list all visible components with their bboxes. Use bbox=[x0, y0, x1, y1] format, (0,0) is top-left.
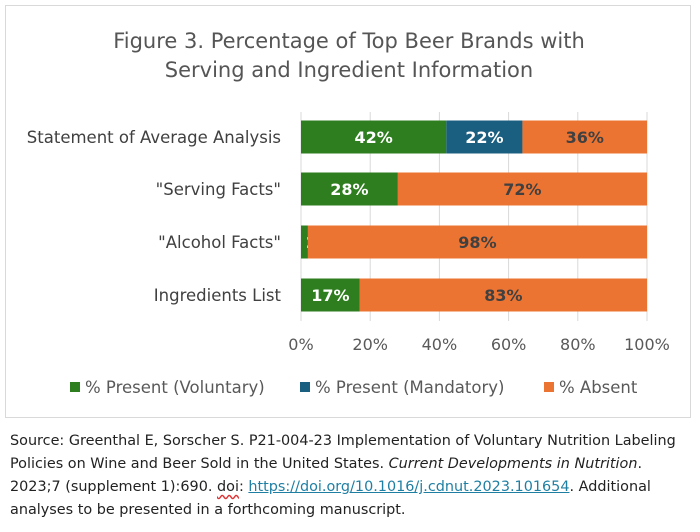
bar-segment bbox=[301, 225, 308, 259]
legend-label: % Present (Mandatory) bbox=[315, 378, 504, 397]
category-label: Ingredients List bbox=[154, 286, 282, 305]
x-tick-label: 80% bbox=[560, 335, 596, 354]
category-label: "Alcohol Facts" bbox=[158, 233, 281, 252]
data-label: 36% bbox=[566, 128, 604, 147]
data-label: 42% bbox=[355, 128, 393, 147]
legend-swatch bbox=[544, 382, 554, 392]
source-note: Source: Greenthal E, Sorscher S. P21-004… bbox=[10, 430, 694, 522]
bar-segment bbox=[301, 120, 447, 154]
data-label: 72% bbox=[503, 180, 541, 199]
x-tick-label: 60% bbox=[491, 335, 527, 354]
stacked-bar-chart: Figure 3. Percentage of Top Beer Brands … bbox=[27, 29, 670, 397]
category-label: Statement of Average Analysis bbox=[27, 128, 281, 147]
bar-segment bbox=[446, 120, 523, 154]
source-prefix: Source: Greenthal E, Sorscher S. P21-004… bbox=[10, 433, 676, 472]
doi-link[interactable]: https://doi.org/10.1016/j.cdnut.2023.101… bbox=[248, 479, 570, 495]
chart-frame: Figure 3. Percentage of Top Beer Brands … bbox=[5, 5, 691, 418]
bar-segment bbox=[522, 120, 647, 154]
x-tick-label: 100% bbox=[624, 335, 670, 354]
chart-title-line2: Serving and Ingredient Information bbox=[165, 58, 533, 82]
x-tick-label: 0% bbox=[288, 335, 313, 354]
source-middle: . 2023;7 (supplement 1):690. bbox=[10, 456, 643, 495]
legend-label: % Absent bbox=[559, 378, 638, 397]
bar-segment bbox=[301, 278, 360, 312]
source-suffix: . Additional analyses to be presented in… bbox=[10, 479, 651, 518]
bar-segment bbox=[301, 172, 398, 206]
legend-label: % Present (Voluntary) bbox=[85, 378, 265, 397]
legend-swatch bbox=[70, 382, 80, 392]
x-tick-label: 40% bbox=[422, 335, 458, 354]
doi-colon: : bbox=[238, 479, 249, 495]
bar-segment bbox=[307, 225, 647, 259]
category-label: "Serving Facts" bbox=[156, 180, 281, 199]
data-label: 83% bbox=[484, 286, 522, 305]
data-label: 22% bbox=[465, 128, 503, 147]
bar-segment bbox=[397, 172, 647, 206]
data-label: 17% bbox=[311, 286, 349, 305]
journal-name: Current Developments in Nutrition bbox=[388, 456, 638, 472]
chart-title-line1: Figure 3. Percentage of Top Beer Brands … bbox=[113, 29, 585, 53]
doi-label: doi bbox=[217, 479, 239, 495]
legend-swatch bbox=[300, 382, 310, 392]
bar-segment bbox=[359, 278, 647, 312]
data-label: 98% bbox=[458, 233, 496, 252]
x-tick-label: 20% bbox=[352, 335, 388, 354]
data-label: 28% bbox=[330, 180, 368, 199]
